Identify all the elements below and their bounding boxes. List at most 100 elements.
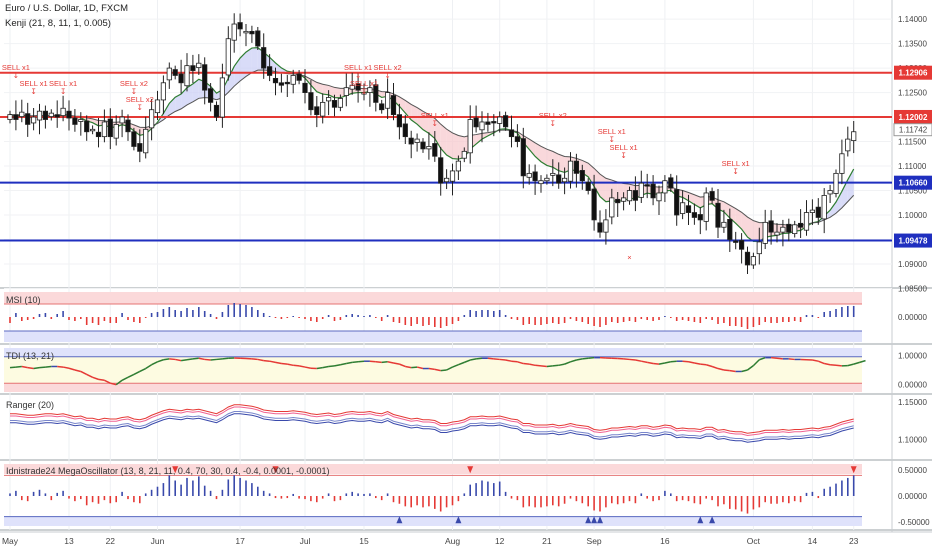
tdi-line-segment xyxy=(664,361,671,364)
candle-body xyxy=(231,23,237,41)
candle-body xyxy=(19,111,25,117)
candle-body xyxy=(591,188,597,221)
tdi-line-segment xyxy=(623,358,630,361)
candle-body xyxy=(762,221,768,244)
candle-body xyxy=(379,103,385,111)
tdi-line-segment xyxy=(210,358,217,361)
ma-cloud xyxy=(440,124,447,156)
tdi-line-segment xyxy=(818,360,825,365)
ma-cloud xyxy=(275,62,282,73)
ma-cloud xyxy=(187,83,193,105)
ma-cloud xyxy=(133,124,140,136)
ma-cloud xyxy=(328,85,335,98)
candle-body xyxy=(756,241,762,255)
candle-body xyxy=(278,82,285,86)
tdi-line-segment xyxy=(741,369,748,373)
candle-body xyxy=(432,143,438,157)
tdi-line-segment xyxy=(705,364,713,368)
candle-body xyxy=(827,190,833,195)
ma-cloud xyxy=(240,52,246,81)
sell-signal-arrow: ↧ xyxy=(137,103,143,112)
tdi-line-segment xyxy=(198,357,205,361)
osc-axis-tick: -0.50000 xyxy=(898,518,930,527)
tdi-line-segment xyxy=(39,366,46,369)
ma-cloud xyxy=(334,87,341,98)
osc-down-marker xyxy=(272,466,279,474)
tdi-line-segment xyxy=(588,356,595,360)
ma-cloud xyxy=(92,118,99,126)
ma-cloud xyxy=(175,93,182,112)
candle-body xyxy=(727,219,733,240)
ma-cloud xyxy=(192,79,199,102)
candle-body xyxy=(621,197,627,202)
candle-body xyxy=(60,107,66,117)
candle-body xyxy=(119,116,125,124)
level-tag-text: 1.12906 xyxy=(899,69,928,78)
tdi-line-segment xyxy=(216,358,223,361)
candle-body xyxy=(172,69,178,76)
tdi-line-segment xyxy=(434,368,441,372)
ranger-label[interactable]: Ranger (20) xyxy=(6,400,55,410)
candle-body xyxy=(90,128,96,132)
candle-body xyxy=(703,192,709,222)
tdi-axis-tick: 0.00000 xyxy=(898,381,927,390)
candle-body xyxy=(13,114,19,120)
candle-body xyxy=(597,222,603,233)
candle-body xyxy=(48,112,54,117)
tdi-line-segment xyxy=(452,364,459,368)
sell-signal-label: SELL x2 xyxy=(539,111,567,120)
x-axis-tick: 12 xyxy=(495,536,505,546)
x-axis-tick: 16 xyxy=(660,536,670,546)
candle-body xyxy=(84,120,90,133)
osc-down-marker xyxy=(172,466,179,474)
candle-body xyxy=(355,83,361,91)
level-tag xyxy=(894,233,932,248)
candle-body xyxy=(768,220,774,233)
candle-body xyxy=(302,82,308,93)
candle-body xyxy=(774,231,780,236)
price-axis-tick: 1.08500 xyxy=(898,284,927,293)
tdi-line-segment xyxy=(853,361,860,365)
osc-down-marker xyxy=(467,466,474,474)
x-axis-tick: Sep xyxy=(587,536,602,546)
osc-up-marker xyxy=(396,516,403,524)
ma-cloud xyxy=(558,154,565,173)
ma-cloud xyxy=(600,174,606,202)
sell-signal-arrow: ↧ xyxy=(432,119,438,128)
indicator-title[interactable]: Kenji (21, 8, 11, 1, 0.005) xyxy=(5,18,111,29)
tdi-line-segment xyxy=(835,364,842,367)
sell-signal-label: SELL x2 xyxy=(126,95,154,104)
candle-body xyxy=(644,184,650,187)
tdi-line-segment xyxy=(340,362,347,366)
oscillator-label[interactable]: Idnistrade24 MegaOscillator (13, 8, 21, … xyxy=(6,466,330,476)
ma-cloud xyxy=(723,201,730,219)
candle-body xyxy=(196,62,202,69)
tdi-line-segment xyxy=(470,358,477,361)
candle-body xyxy=(473,117,479,128)
tdi-line-segment xyxy=(175,358,182,362)
tdi-label[interactable]: TDI (13, 21) xyxy=(6,351,55,361)
tdi-line-segment xyxy=(381,361,388,364)
candle-body xyxy=(479,121,485,131)
candle-body xyxy=(349,84,355,90)
msi-label[interactable]: MSI (10) xyxy=(6,295,41,305)
candle-body xyxy=(25,113,31,125)
candle-body xyxy=(544,177,550,182)
sell-signal-label: SELL x1 xyxy=(598,127,626,136)
tdi-line-segment xyxy=(263,359,270,362)
price-axis-tick: 1.12500 xyxy=(898,89,927,98)
tdi-line-segment xyxy=(257,358,264,362)
x-axis-tick: 21 xyxy=(542,536,552,546)
msi-axis-tick: 0.00000 xyxy=(898,313,927,322)
tdi-line-segment xyxy=(776,357,783,360)
tdi-line-segment xyxy=(375,361,382,364)
x-axis-tick: May xyxy=(2,536,19,546)
tdi-line-segment xyxy=(428,367,435,371)
symbol-title[interactable]: Euro / U.S. Dollar, 1D, FXCM xyxy=(5,3,129,14)
candle-body xyxy=(691,212,698,218)
tdi-line-segment xyxy=(830,363,837,367)
signal-cross-marker: × xyxy=(627,253,631,262)
candle-body xyxy=(744,251,751,266)
candle-body xyxy=(550,172,556,176)
tdi-line-segment xyxy=(658,362,666,365)
